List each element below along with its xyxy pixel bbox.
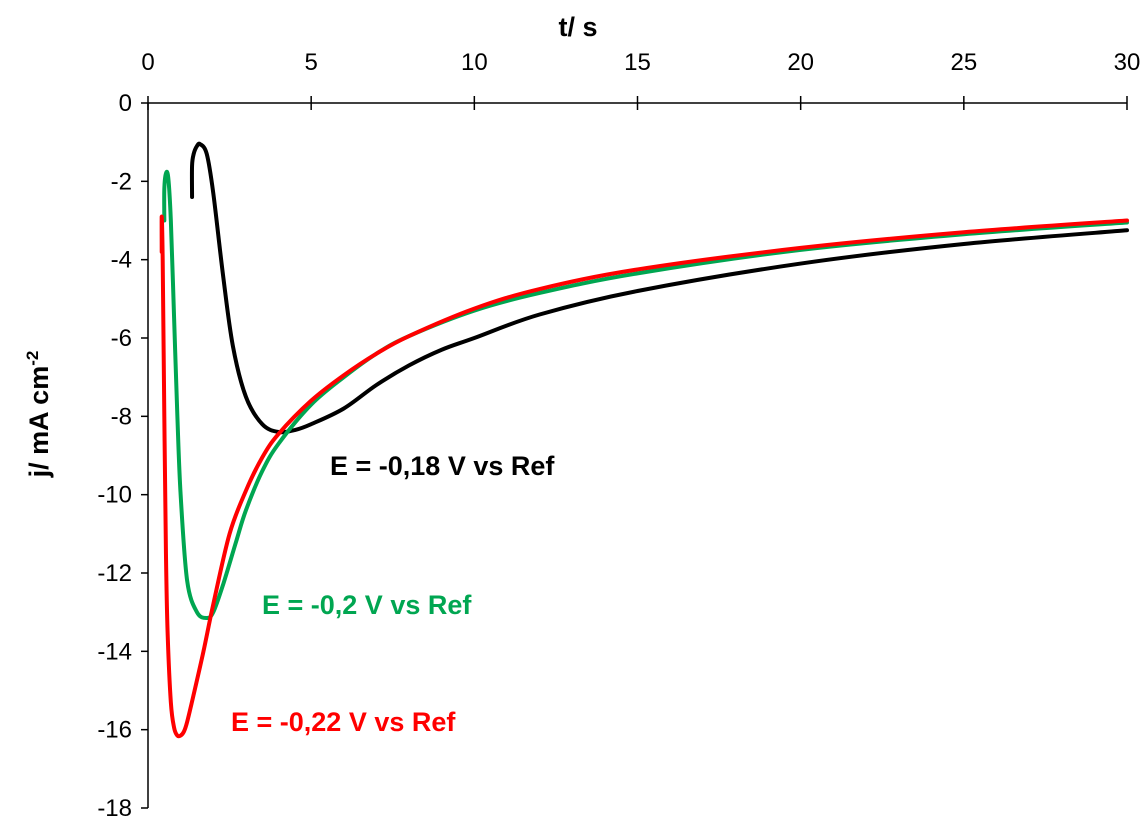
y-tick-label: -10 [97, 482, 132, 509]
x-tick-label: 0 [141, 49, 154, 76]
labels: t/ s j/ mA cm-2 E = -0,18 V vs Ref E = -… [23, 12, 598, 737]
y-tick-label: -14 [97, 638, 132, 665]
y-tick-label: 0 [119, 90, 132, 117]
series-e-018-line [189, 141, 1129, 435]
annotation-e-018: E = -0,18 V vs Ref [330, 451, 555, 481]
axes: 0 5 10 15 20 25 30 0 -2 -4 -6 -8 -10 -12 -14 -16 -18 [97, 49, 1140, 819]
series-e-02-line [162, 169, 1129, 621]
y-tick-label: -16 [97, 717, 132, 744]
x-axis-title: t/ s [558, 12, 597, 42]
annotation-e-02: E = -0,2 V vs Ref [262, 590, 472, 620]
series-lines [159, 141, 1129, 739]
y-axis-title: j/ mA cm-2 [23, 351, 54, 479]
y-tick-label: -6 [111, 325, 132, 352]
y-tick-label: -4 [111, 247, 132, 274]
y-tick-label: -8 [111, 403, 132, 430]
y-tick-label: -2 [111, 168, 132, 195]
series-e-022-line [159, 214, 1129, 739]
x-tick-label: 20 [787, 49, 814, 76]
y-axis-title-main: j/ mA cm [24, 366, 54, 479]
x-tick-label: 15 [624, 49, 651, 76]
x-tick-label: 5 [304, 49, 317, 76]
y-tick-label: -12 [97, 560, 132, 587]
x-tick-label: 10 [461, 49, 488, 76]
x-tick-label: 25 [950, 49, 977, 76]
y-tick-label: -18 [97, 795, 132, 819]
y-axis-title-superscript: -2 [23, 351, 42, 366]
annotation-e-022: E = -0,22 V vs Ref [231, 707, 456, 737]
x-tick-label: 30 [1114, 49, 1141, 76]
